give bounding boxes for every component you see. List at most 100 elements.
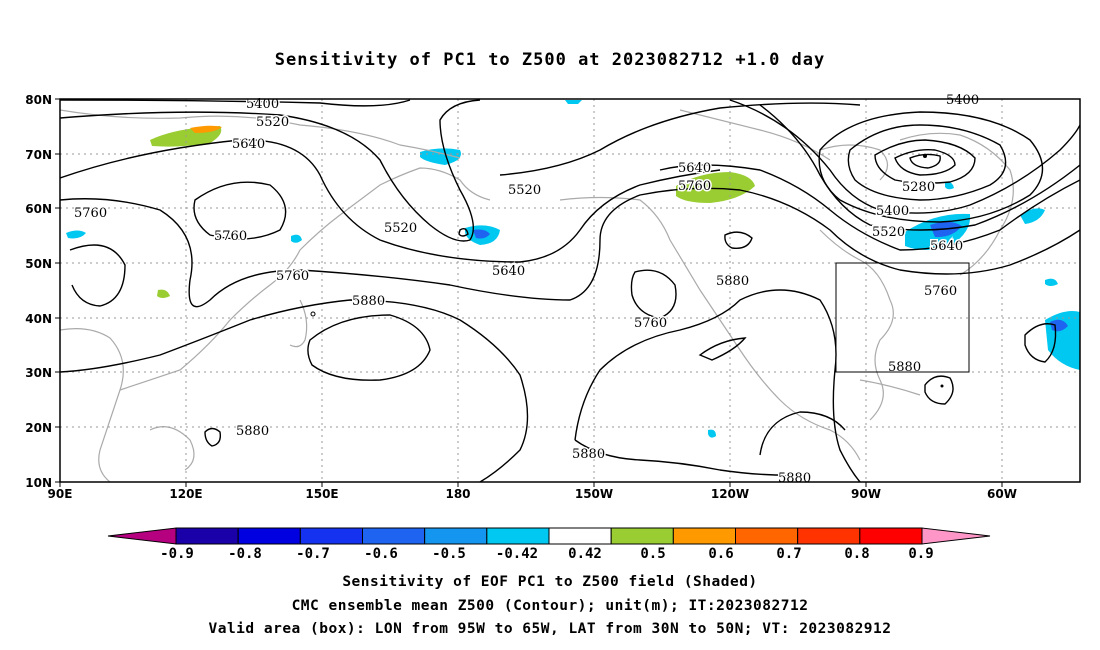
contour-label: 5520 [256,115,289,130]
lat-label: 30N [25,366,52,380]
contour-label: 5880 [236,424,269,439]
contour-ring-1 [458,227,469,237]
lon-label: 150W [575,487,613,500]
colorbar-label: -0.8 [228,546,262,562]
sensitivity-shading [66,100,1080,438]
lon-label: 150E [305,487,338,500]
negative-patch [1045,278,1058,286]
contour-label: 5760 [678,179,711,194]
colorbar-labels: -0.9 -0.8 -0.7 -0.6 -0.5 -0.42 0.42 0.5 … [160,546,934,562]
contour-ring-2 [724,231,753,249]
colorbar-segment [859,527,923,545]
contour-5880-e [574,289,861,482]
contour-low-2 [847,124,1007,201]
graticule [60,99,1080,482]
colorbar-segment [107,527,177,545]
colorbar-label: 0.5 [640,546,665,562]
lon-label: 120E [169,487,202,500]
sensitivity-map: 5400 5400 5520 5640 5520 5520 5640 5640 … [25,92,1081,500]
colorbar-segment [486,527,550,545]
contour-label: 5400 [946,93,979,108]
contour-label: 5760 [924,284,957,299]
colorbar-segment [175,527,239,545]
contour-label: 5760 [214,229,247,244]
contour-5880-bay [759,411,846,456]
z500-contours [60,99,1080,482]
colorbar-segments [107,527,991,545]
latitude-labels: 80N 70N 60N 50N 40N 30N 20N 10N [25,93,52,490]
caption-line-1: Sensitivity of EOF PC1 to Z500 field (Sh… [342,574,758,590]
colorbar-segment [735,527,799,545]
positive-patch [190,125,222,133]
contour-low-4 [894,148,956,176]
contour-label: 5520 [384,221,417,236]
colorbar-label: -0.5 [432,546,466,562]
colorbar-segment [362,527,426,545]
colorbar-label: -0.9 [160,546,194,562]
lon-label: 90W [851,487,881,500]
positive-patch [676,172,755,203]
negative-patch [420,148,461,165]
contour-5760-w [69,244,126,307]
caption-line-3: Valid area (box): LON from 95W to 65W, L… [208,621,892,637]
contour-label: 5640 [492,264,525,279]
colorbar-segment [610,527,674,545]
contour-5760-low [630,269,677,319]
positive-patch [157,289,170,298]
contour-5760 [60,187,1080,308]
contour-low-1 [818,111,1044,223]
colorbar-segment [299,527,364,545]
contour-5640-b [659,164,1080,251]
contour-5760-loop [193,181,287,240]
lon-label: 120W [711,487,749,500]
contour-label: 5280 [902,180,935,195]
contour-label: 5880 [352,294,385,309]
contour-label: 5400 [876,204,909,219]
contour-5880-sm [204,427,222,447]
contour-5880-se [1024,323,1057,363]
colorbar-label: 0.8 [844,546,869,562]
colorbar-label: -0.42 [496,546,538,562]
contour-labels: 5400 5400 5520 5640 5520 5520 5640 5640 … [73,92,981,488]
marker [923,154,927,158]
negative-patch [473,229,490,239]
contour-label: 5640 [232,137,265,152]
marker [310,311,316,317]
lon-label: 180 [445,487,470,500]
contour-label: 5880 [716,274,749,289]
lat-label: 60N [25,202,52,216]
negative-patch [1050,319,1068,332]
caption-line-2: CMC ensemble mean Z500 (Contour); unit(m… [291,598,809,614]
marker [940,384,944,388]
colorbar-label: 0.7 [776,546,801,562]
contour-label: 5520 [508,183,541,198]
contour-label: 5880 [778,471,811,486]
contour-5520-b [499,102,861,176]
contour-5400-e [729,99,1080,214]
ticks [55,98,1003,487]
contour-label: 5400 [246,97,279,112]
lat-label: 70N [25,148,52,162]
negative-patch [1020,208,1045,224]
contour-label: 5640 [930,239,963,254]
colorbar-segment [237,527,301,545]
contour-5400 [60,99,411,107]
lat-label: 50N [25,257,52,271]
colorbar-segment [797,527,861,545]
lat-label: 20N [25,421,52,435]
negative-patch [291,234,302,243]
contour-label: 5880 [888,360,921,375]
colorbar-label: 0.42 [568,546,602,562]
map-title: Sensitivity of PC1 to Z500 at 2023082712… [274,50,826,70]
lon-label: 60W [987,487,1017,500]
contour-label: 5640 [678,161,711,176]
colorbar-label: 0.9 [908,546,933,562]
negative-patch [1045,311,1080,370]
coastlines [60,109,1014,482]
colorbar-segment [548,527,612,545]
lat-label: 80N [25,93,52,107]
plot-frame [59,98,1081,483]
colorbar-segment [921,527,991,545]
negative-patch [945,182,954,190]
colorbar-segment [672,527,736,545]
